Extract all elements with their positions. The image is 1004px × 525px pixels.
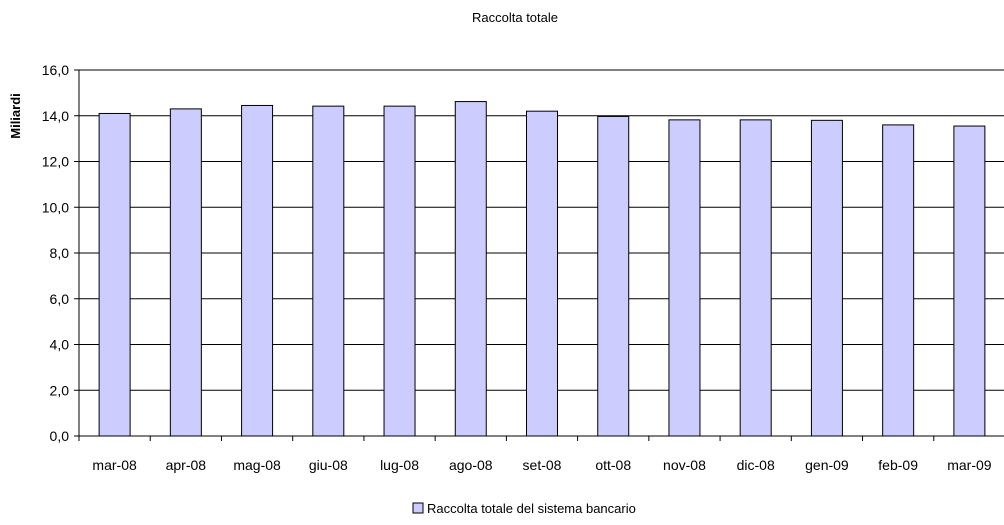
x-tick-label: dic-08 [737,457,775,473]
x-tick-label: mar-08 [92,457,137,473]
y-tick-label: 2,0 [50,382,70,398]
bar [668,119,701,437]
x-tick-label: ago-08 [449,457,493,473]
bar [312,105,345,437]
bar [953,125,986,437]
x-tick-labels: mar-08 apr-08 mag-08 giu-08 lug-08 ago-08 set-… [92,457,991,473]
x-tick-label: feb-09 [878,457,918,473]
x-tick-label: nov-08 [663,457,706,473]
legend-swatch [412,502,424,514]
bar [241,104,274,437]
y-tick-label: 8,0 [50,245,70,261]
bar [98,112,131,437]
legend-label: Raccolta totale del sistema bancario [427,501,636,516]
x-tick-label: giu-08 [309,457,348,473]
y-tick-label: 10,0 [42,199,69,215]
y-tick-label: 12,0 [42,154,69,170]
x-tick-label: ott-08 [595,457,631,473]
y-tick-label: 4,0 [50,337,70,353]
x-tick-label: lug-08 [380,457,419,473]
legend: Raccolta totale del sistema bancario [412,501,636,516]
y-tick-label: 14,0 [42,108,69,124]
y-axis-label: Miliardi [8,93,23,139]
bar [526,110,558,437]
x-tick-label: mar-09 [947,457,992,473]
x-tick-label: gen-09 [805,457,849,473]
bar [454,101,487,437]
x-tick-label: apr-08 [166,457,207,473]
y-tick-labels: 0,0 2,0 4,0 6,0 8,0 10,0 12,0 14,0 16,0 [42,62,69,444]
y-tick-label: 6,0 [50,291,70,307]
bars [98,101,986,437]
x-tick-label: set-08 [523,457,562,473]
x-tick-label: mag-08 [233,457,281,473]
y-tick-label: 16,0 [42,62,69,78]
bar [383,105,416,437]
bar [882,124,915,437]
bar [597,115,630,437]
chart-title: Raccolta totale [472,10,558,25]
y-tick-label: 0,0 [50,428,70,444]
axes [74,69,1004,441]
bar [739,119,772,437]
bar [810,119,843,437]
bar [169,108,202,437]
